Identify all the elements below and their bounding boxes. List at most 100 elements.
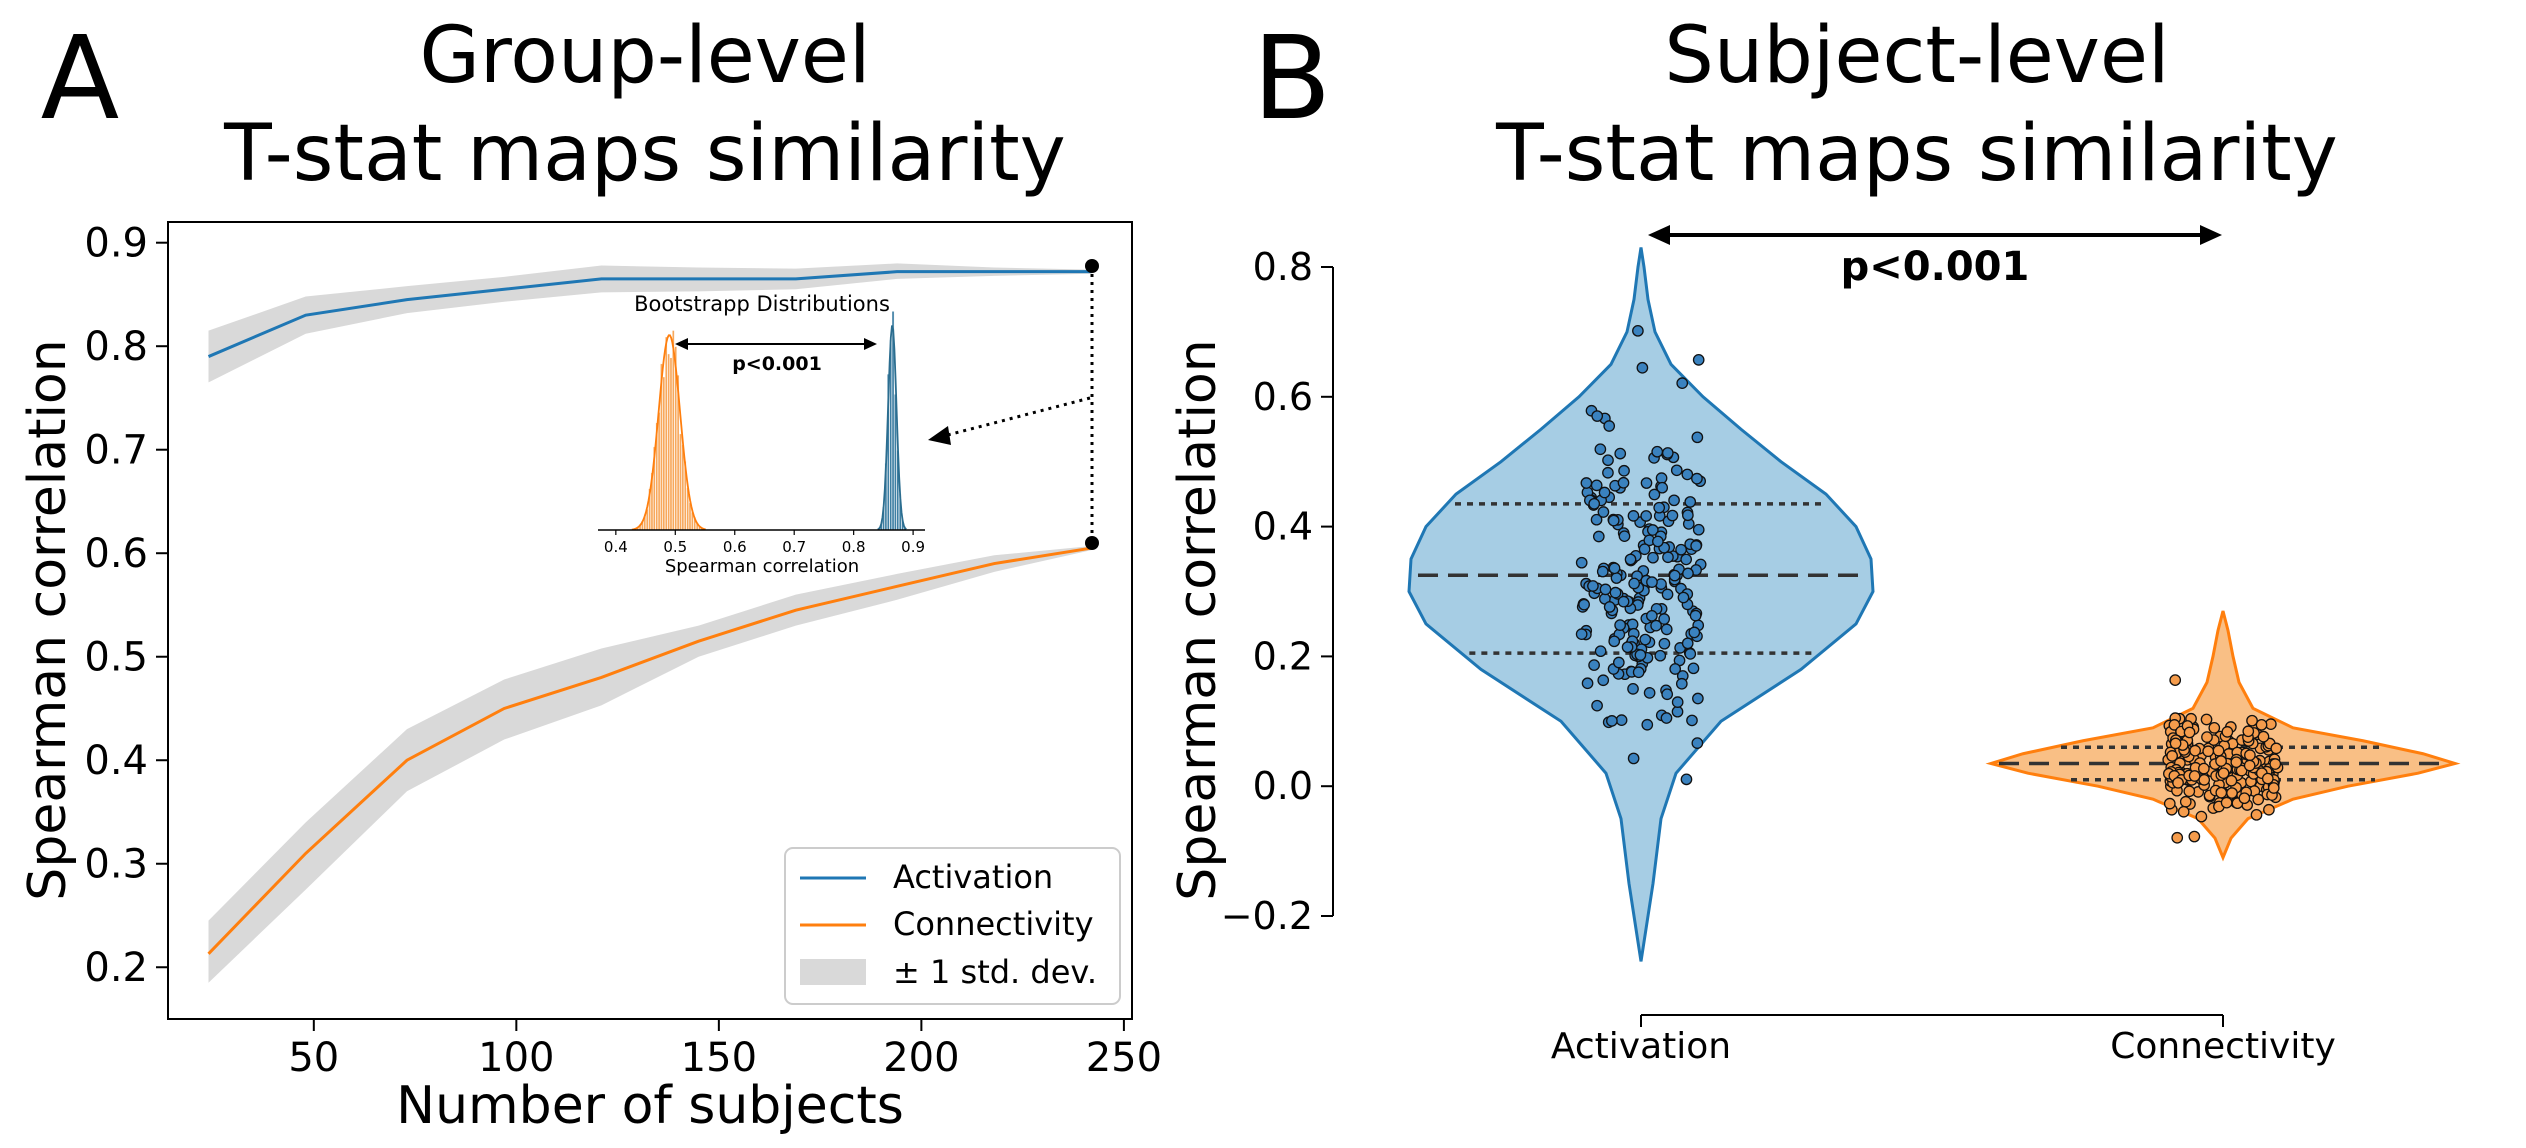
activation-point bbox=[1692, 523, 1705, 536]
activation-point bbox=[1650, 619, 1662, 632]
activation-point bbox=[1656, 481, 1669, 494]
connectivity-point bbox=[2261, 772, 2274, 785]
activation-point bbox=[1691, 737, 1704, 749]
activation-point bbox=[1652, 535, 1664, 548]
inset-histograms bbox=[631, 311, 909, 531]
activation-point bbox=[1609, 586, 1622, 599]
x-tick-label: 200 bbox=[883, 1035, 959, 1081]
connectivity-point bbox=[2201, 731, 2213, 743]
activation-point bbox=[1638, 543, 1651, 556]
activation-point bbox=[1669, 663, 1682, 675]
activation-point bbox=[1688, 626, 1701, 639]
connectivity-point bbox=[2242, 725, 2255, 738]
panel-b-title-line1: Subject-level bbox=[1664, 11, 2169, 101]
panel-a-title-line2: T-stat maps similarity bbox=[223, 109, 1066, 199]
connectivity-point bbox=[2179, 795, 2192, 808]
connectivity-point bbox=[2212, 744, 2225, 757]
legend-band-swatch bbox=[800, 959, 866, 985]
connectivity-hist-bar bbox=[679, 433, 682, 531]
connectivity-point bbox=[2267, 782, 2280, 794]
connectivity-point bbox=[2188, 770, 2201, 782]
connectivity-point bbox=[2243, 759, 2256, 772]
activation-point bbox=[1668, 494, 1680, 507]
x-tick-label: 250 bbox=[1086, 1035, 1162, 1081]
activation-point bbox=[1692, 692, 1704, 705]
panel-a-ylabel: Spearman correlation bbox=[18, 339, 78, 900]
connectivity-point bbox=[2246, 714, 2258, 727]
connector-diagonal bbox=[939, 396, 1091, 439]
activation-point bbox=[1599, 583, 1612, 596]
legend-connectivity-label: Connectivity bbox=[893, 905, 1094, 943]
activation-point bbox=[1684, 648, 1697, 660]
activation-point bbox=[1651, 445, 1664, 458]
panel-a-legend: Activation Connectivity ± 1 std. dev. bbox=[784, 847, 1121, 1005]
activation-point bbox=[1681, 637, 1694, 650]
panel-b-letter: B bbox=[1253, 12, 1332, 146]
inset-tick-label: 0.4 bbox=[604, 538, 628, 556]
activation-point bbox=[1612, 656, 1625, 669]
activation-point bbox=[1654, 649, 1667, 662]
activation-point bbox=[1578, 598, 1590, 611]
activation-point bbox=[1675, 677, 1688, 690]
y-tick-label: 0.2 bbox=[84, 945, 148, 991]
panel-b-xlabel-activation: Activation bbox=[1551, 1026, 1731, 1067]
panel-a-title-line1: Group-level bbox=[419, 11, 870, 101]
activation-point bbox=[1647, 551, 1659, 564]
panel-b-xlabel-connectivity: Connectivity bbox=[2110, 1026, 2336, 1067]
activation-point bbox=[1608, 562, 1621, 575]
connectivity-point bbox=[2270, 742, 2283, 755]
activation-point bbox=[1646, 576, 1658, 588]
activation-point bbox=[1621, 641, 1634, 654]
connectivity-std-band bbox=[208, 545, 1092, 983]
connectivity-point bbox=[2269, 758, 2282, 770]
inset-arrow-head-right bbox=[864, 338, 877, 350]
activation-point bbox=[1661, 447, 1674, 459]
activation-point bbox=[1632, 666, 1645, 679]
panel-b-plot: −0.2 0.0 0.2 0.4 0.6 0.8 bbox=[1221, 245, 2461, 962]
connectivity-point bbox=[2230, 756, 2243, 769]
connectivity-point bbox=[2252, 793, 2265, 806]
activation-point bbox=[1592, 530, 1605, 543]
activation-point bbox=[1640, 477, 1653, 489]
connectivity-point bbox=[2255, 718, 2268, 731]
activation-point bbox=[1591, 410, 1604, 422]
activation-point bbox=[1682, 567, 1694, 580]
y-tick-label: 0.8 bbox=[1253, 245, 1313, 289]
activation-point bbox=[1617, 476, 1630, 489]
connectivity-point bbox=[2200, 713, 2213, 726]
y-tick-label: 0.0 bbox=[1253, 764, 1313, 808]
activation-point bbox=[1677, 591, 1690, 604]
activation-point bbox=[1624, 553, 1637, 566]
activation-density-curve bbox=[877, 325, 907, 531]
activation-point bbox=[1614, 447, 1627, 460]
panel-b-title-line2: T-stat maps similarity bbox=[1495, 109, 2338, 199]
connectivity-hist-bar bbox=[657, 412, 661, 531]
activation-point bbox=[1668, 569, 1681, 582]
activation-point bbox=[1627, 510, 1640, 522]
connectivity-hist-bar bbox=[669, 357, 673, 531]
activation-point bbox=[1617, 595, 1630, 608]
activation-point bbox=[1575, 556, 1588, 569]
y-tick-label: 0.5 bbox=[84, 635, 148, 681]
panel-b-ylabel: Spearman correlation bbox=[1168, 339, 1228, 900]
sig-arrow-head-left bbox=[1648, 225, 1670, 245]
connectivity-point bbox=[2163, 797, 2176, 810]
panel-a-inset: Bootstrapp Distributions 0.4 0.5 0.6 0.7 0.8… bbox=[598, 292, 925, 577]
inset-tick-label: 0.5 bbox=[663, 538, 687, 556]
y-tick-label: 0.3 bbox=[84, 842, 148, 888]
panel-a-xlabel: Number of subjects bbox=[396, 1076, 904, 1136]
activation-point bbox=[1590, 513, 1603, 526]
connectivity-point bbox=[2215, 786, 2228, 799]
y-tick-label: 0.8 bbox=[84, 324, 148, 370]
activation-point bbox=[1660, 623, 1673, 636]
connectivity-point bbox=[2238, 792, 2251, 805]
activation-point bbox=[1602, 454, 1614, 467]
activation-point bbox=[1598, 486, 1611, 499]
activation-point bbox=[1661, 688, 1674, 701]
connectivity-point bbox=[2195, 810, 2208, 823]
y-tick-label: 0.4 bbox=[84, 738, 148, 784]
activation-point bbox=[1671, 696, 1684, 708]
connectivity-hist-bar bbox=[662, 376, 666, 531]
connectivity-point bbox=[2220, 796, 2233, 809]
